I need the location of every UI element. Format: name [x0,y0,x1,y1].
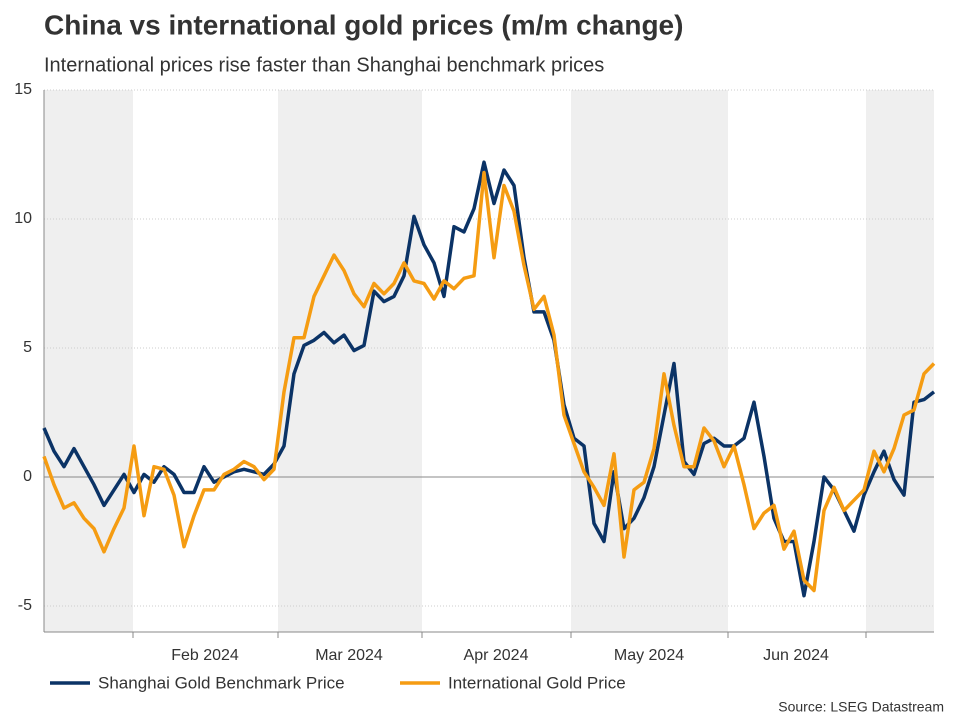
y-tick-label: 0 [23,468,32,485]
y-tick-label: 15 [14,81,32,98]
series-line [42,160,936,598]
x-tick-label: Mar 2024 [315,647,383,664]
y-tick-label: 5 [23,339,32,356]
legend-label: Shanghai Gold Benchmark Price [98,673,345,692]
month-band [571,90,728,632]
x-tick-label: May 2024 [614,647,684,664]
month-band [866,90,934,632]
month-band [278,90,422,632]
chart-title: China vs international gold prices (m/m … [44,9,683,40]
x-tick-label: Feb 2024 [171,647,239,664]
source: Source: LSEG Datastream [778,699,944,715]
x-tick-label: Jun 2024 [763,647,829,664]
month-band [44,90,133,632]
chart-subtitle: International prices rise faster than Sh… [44,54,604,76]
y-tick-label: 10 [14,210,32,227]
y-tick-label: -5 [18,597,32,614]
x-tick-label: Apr 2024 [464,647,529,664]
legend-label: International Gold Price [448,673,626,692]
series-line [42,170,936,593]
